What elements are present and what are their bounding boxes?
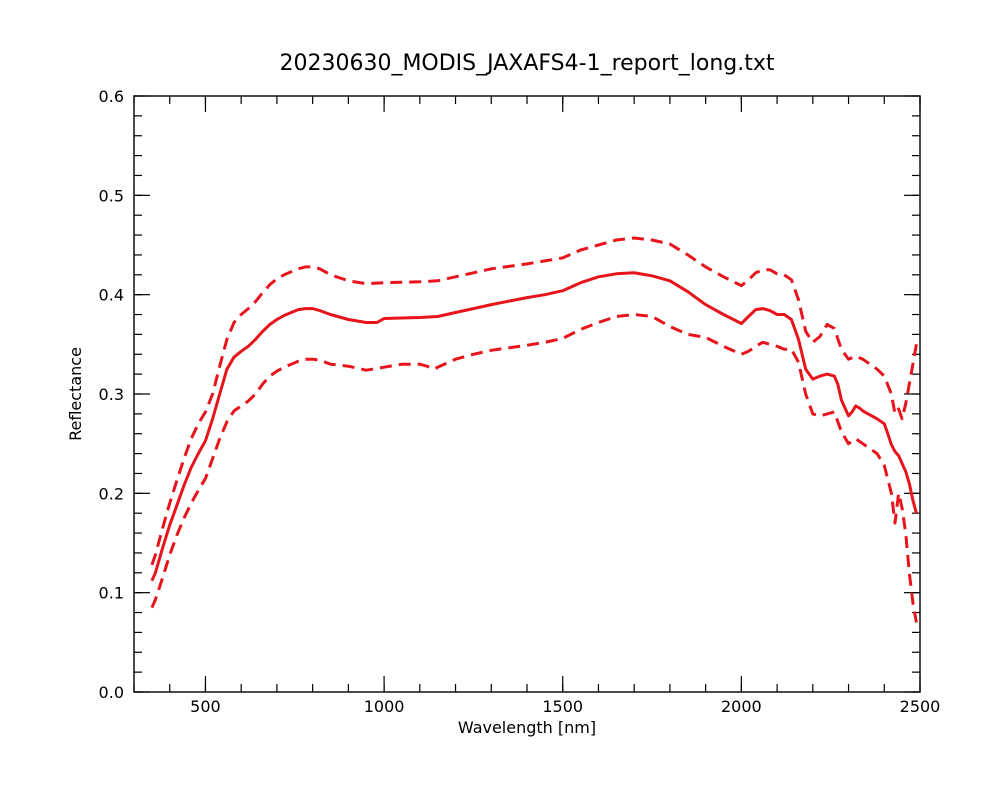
x-tick-label: 500 xyxy=(190,697,221,716)
axis-ticks xyxy=(133,95,921,693)
y-tick-label: 0.6 xyxy=(99,87,124,106)
series-mean-line xyxy=(150,271,918,582)
series-upper-dashed-line xyxy=(150,236,918,566)
series-group xyxy=(150,236,918,623)
x-tick-label: 1500 xyxy=(542,697,583,716)
y-tick-label: 0.1 xyxy=(99,584,124,603)
series-lower-dashed-line xyxy=(150,313,918,623)
y-tick-label: 0.0 xyxy=(99,683,124,702)
x-axis-label: Wavelength [nm] xyxy=(458,718,596,737)
y-tick-label: 0.5 xyxy=(99,186,124,205)
y-tick-label: 0.4 xyxy=(99,286,124,305)
chart-title: 20230630_MODIS_JAXAFS4-1_report_long.txt xyxy=(279,51,774,76)
x-tick-label: 1000 xyxy=(364,697,405,716)
tick-labels: 500 1000 1500 2000 2500 0.0 0.1 0.2 0.3 0.4 0.5 0.6 xyxy=(99,87,941,716)
x-tick-label: 2000 xyxy=(721,697,762,716)
x-tick-label: 2500 xyxy=(900,697,941,716)
y-tick-label: 0.2 xyxy=(99,484,124,503)
plot-frame xyxy=(133,95,921,693)
y-tick-label: 0.3 xyxy=(99,385,124,404)
y-axis-label: Reflectance xyxy=(66,347,85,441)
